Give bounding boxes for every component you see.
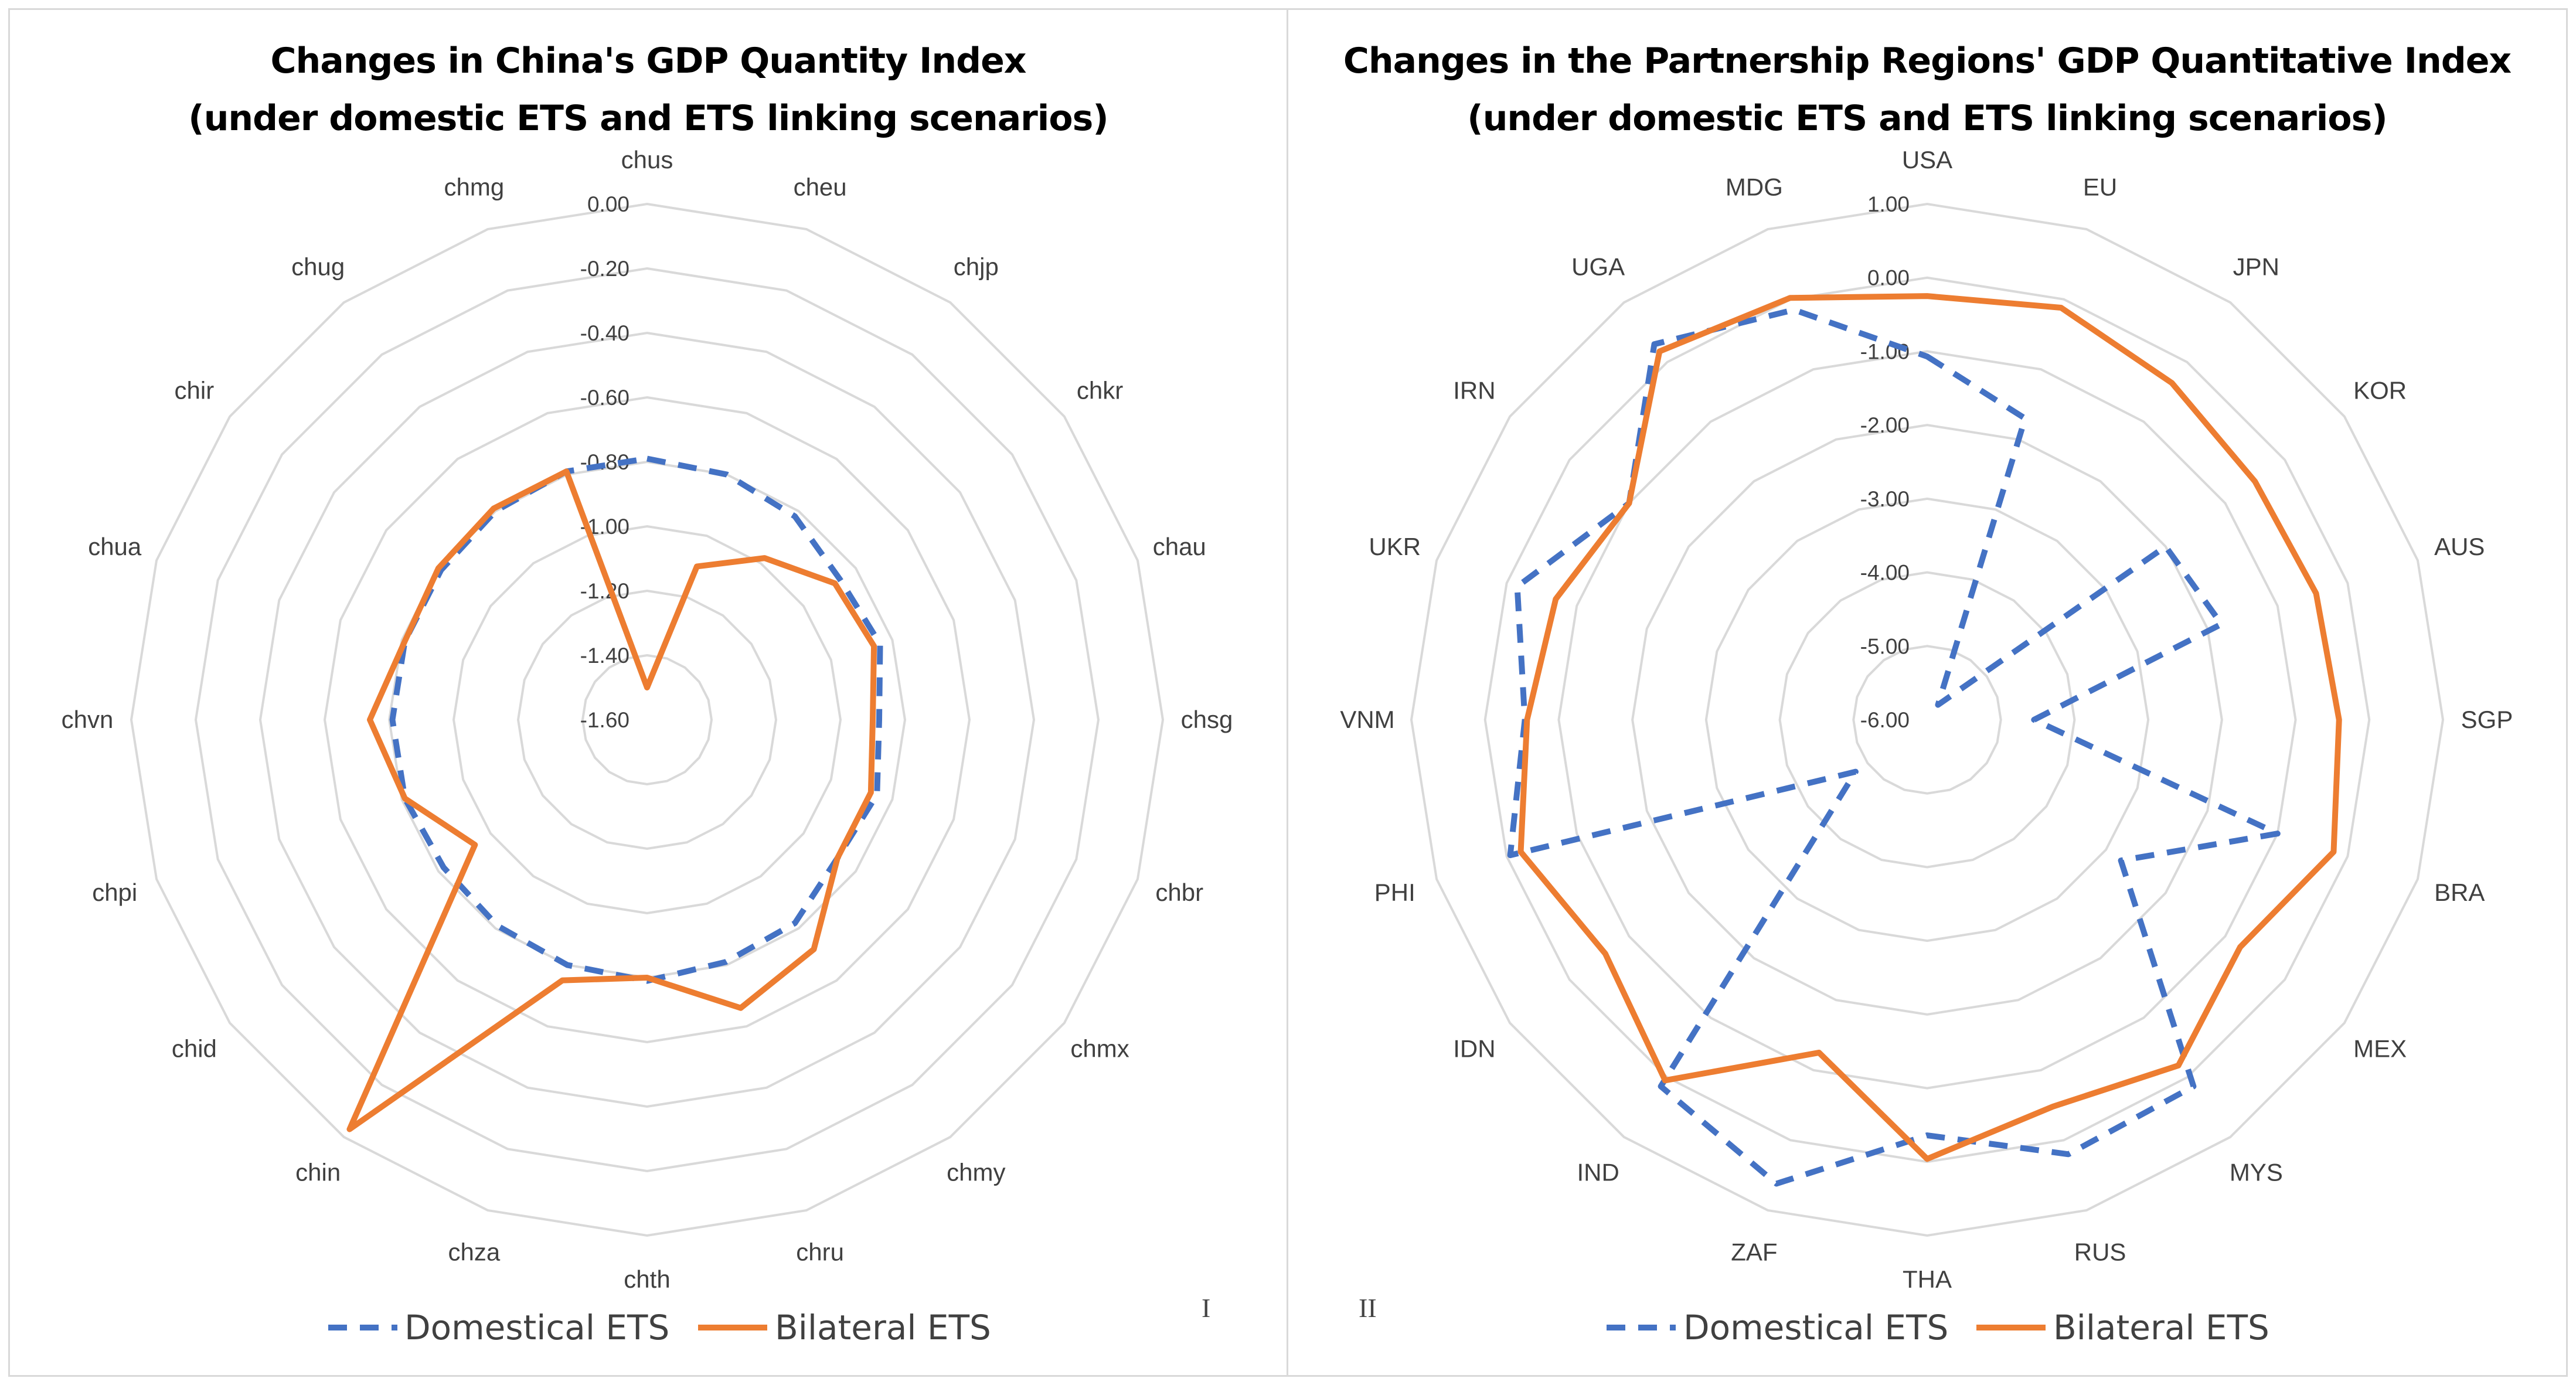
axis-tick-label: -5.00 xyxy=(1860,634,1910,658)
category-label: IND xyxy=(1577,1159,1619,1186)
grid-ring xyxy=(452,525,842,915)
category-label: SGP xyxy=(2461,706,2513,733)
grid-ring xyxy=(258,331,1036,1108)
grid-ring xyxy=(130,202,1165,1237)
axis-tick-label: -1.20 xyxy=(580,579,629,603)
category-label: chkr xyxy=(1077,377,1123,404)
category-label: chmy xyxy=(947,1159,1005,1186)
legend: Domestical ETS Bilateral ETS xyxy=(328,1308,991,1347)
chart-title: Changes in the Partnership Regions' GDP … xyxy=(1343,40,2512,81)
chart-panel-china: Changes in China's GDP Quantity Index (u… xyxy=(8,8,1288,1377)
axis-tick-label: 1.00 xyxy=(1867,192,1910,216)
category-label: MDG xyxy=(1726,173,1783,201)
category-label: EU xyxy=(2083,173,2117,201)
grid-ring xyxy=(1557,350,2297,1090)
axis-tick-label: -3.00 xyxy=(1860,487,1910,511)
category-label: JPN xyxy=(2233,253,2279,280)
grid-ring xyxy=(1778,571,2076,869)
chart-subtitle: (under domestic ETS and ETS linking scen… xyxy=(188,98,1108,139)
legend-label: Bilateral ETS xyxy=(775,1308,991,1347)
chart-title: Changes in China's GDP Quantity Index xyxy=(270,40,1026,81)
category-label: chmg xyxy=(444,173,505,201)
category-label: AUS xyxy=(2434,533,2485,560)
grid-ring xyxy=(1483,276,2371,1163)
radar-chart: 0.00-0.20-0.40-0.60-0.80-1.00-1.20-1.40-… xyxy=(62,146,1233,1347)
panel-label: II xyxy=(1359,1293,1377,1323)
grid-ring xyxy=(1631,424,2223,1016)
axis-tick-label: -0.40 xyxy=(580,321,629,345)
category-label: USA xyxy=(1902,146,1952,173)
category-label: chin xyxy=(295,1159,341,1186)
category-label: MYS xyxy=(2230,1159,2283,1186)
chart-subtitle: (under domestic ETS and ETS linking scen… xyxy=(1467,98,2387,139)
series-line xyxy=(346,468,877,1132)
series-domestical-ets xyxy=(1507,307,2281,1187)
category-label: chbr xyxy=(1155,879,1203,906)
axis-tick-label: -0.20 xyxy=(580,257,629,281)
legend-label: Bilateral ETS xyxy=(2053,1308,2269,1347)
category-label: chua xyxy=(88,533,142,560)
radar-chart: 1.00 0.00 -1.00 -2.00 -3.00 -4.00 -5.00 -6.00 US… xyxy=(1340,146,2513,1347)
axis-tick-label: -0.60 xyxy=(580,386,629,410)
category-label: IRN xyxy=(1453,377,1495,404)
axis-tick-label: 0.00 xyxy=(1867,266,1910,290)
grid-ring xyxy=(1852,645,2002,795)
series-bilateral-ets xyxy=(1517,293,2342,1162)
category-label: chau xyxy=(1153,533,1206,560)
category-label: chug xyxy=(291,253,345,280)
category-label: RUS xyxy=(2074,1238,2126,1265)
category-label: ZAF xyxy=(1731,1238,1777,1265)
category-label: BRA xyxy=(2434,879,2485,906)
category-label: UGA xyxy=(1571,253,1625,280)
legend-label: Domestical ETS xyxy=(1683,1308,1948,1347)
category-label: chpi xyxy=(92,879,137,906)
category-label: chru xyxy=(796,1238,844,1265)
legend: Domestical ETS Bilateral ETS xyxy=(1607,1308,2269,1347)
chart-panel-partners: Changes in the Partnership Regions' GDP … xyxy=(1287,8,2568,1377)
grid-ring xyxy=(1704,497,2150,942)
grid-ring xyxy=(1410,202,2445,1237)
category-label: chid xyxy=(172,1035,217,1062)
category-label: cheu xyxy=(794,173,847,201)
category-label: chza xyxy=(448,1238,501,1265)
grid-ring xyxy=(194,267,1100,1173)
axis-tick-label: -1.00 xyxy=(1860,339,1910,363)
category-label: chus xyxy=(621,146,673,173)
grid-ring xyxy=(323,396,971,1044)
panel-label: I xyxy=(1202,1293,1211,1323)
category-label: chsg xyxy=(1181,706,1233,733)
category-label: PHI xyxy=(1374,879,1415,906)
axis-tick-label: -6.00 xyxy=(1860,708,1910,732)
category-label: THA xyxy=(1903,1265,1952,1293)
axis-tick-label: -1.60 xyxy=(580,708,629,732)
axis-tick-label: -4.00 xyxy=(1860,561,1910,585)
category-label: IDN xyxy=(1453,1035,1495,1062)
axis-tick-label: -1.40 xyxy=(580,644,629,668)
category-label: chvn xyxy=(62,706,114,733)
grid-ring xyxy=(581,654,713,786)
category-label: VNM xyxy=(1340,706,1394,733)
category-label: KOR xyxy=(2353,377,2407,404)
series-bilateral-ets xyxy=(346,468,877,1132)
category-label: MEX xyxy=(2353,1035,2407,1062)
grid-ring xyxy=(516,589,778,850)
category-label: chmx xyxy=(1070,1035,1129,1062)
axis-tick-label: -2.00 xyxy=(1860,413,1910,437)
category-label: chth xyxy=(624,1265,670,1293)
legend-label: Domestical ETS xyxy=(404,1308,669,1347)
category-label: UKR xyxy=(1369,533,1421,560)
axis-tick-label: 0.00 xyxy=(587,192,629,216)
category-label: chjp xyxy=(954,253,999,280)
category-label: chir xyxy=(175,377,215,404)
